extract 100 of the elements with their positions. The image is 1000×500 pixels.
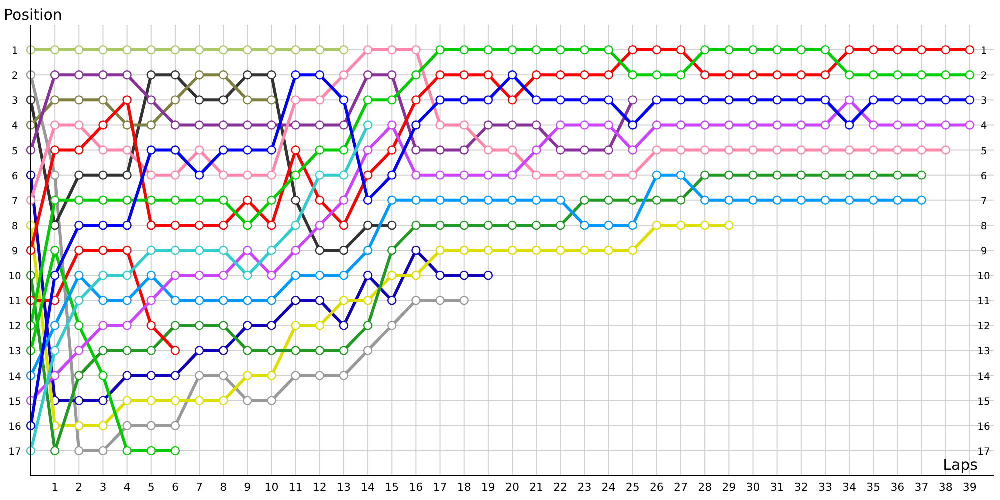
point — [243, 270, 252, 280]
point — [965, 120, 975, 130]
point — [724, 146, 734, 155]
point — [556, 70, 566, 80]
point — [580, 70, 590, 80]
point — [315, 270, 324, 280]
point — [532, 170, 542, 180]
point — [194, 146, 204, 155]
y-tick-label: 15 — [8, 396, 22, 408]
point — [941, 96, 950, 105]
point — [772, 45, 782, 55]
point — [50, 446, 60, 456]
point — [170, 371, 180, 380]
point — [484, 170, 494, 180]
point — [869, 146, 878, 155]
point — [267, 321, 276, 330]
x-tick-label: 23 — [578, 481, 592, 494]
point — [796, 120, 806, 130]
point — [243, 146, 252, 155]
point — [412, 120, 421, 130]
point — [460, 70, 469, 80]
point — [796, 45, 806, 55]
point — [74, 120, 84, 130]
point — [219, 96, 228, 105]
point — [122, 246, 132, 256]
point — [146, 45, 156, 55]
x-tick-label: 8 — [220, 481, 228, 494]
point — [460, 96, 469, 105]
point — [291, 270, 300, 280]
point — [219, 270, 228, 280]
y-tick-label: 7 — [12, 196, 18, 208]
y-tick-label: 13 — [8, 346, 22, 358]
point — [50, 70, 60, 80]
point — [917, 170, 926, 180]
point — [460, 220, 469, 230]
y2-tick-label: 6 — [980, 171, 988, 182]
point — [170, 45, 180, 55]
x-tick-label: 16 — [409, 481, 424, 494]
point — [339, 45, 349, 55]
x-tick-label: 5 — [148, 481, 155, 494]
point — [676, 96, 686, 105]
point — [74, 296, 84, 306]
point — [243, 196, 252, 205]
point — [556, 146, 566, 155]
point — [700, 170, 710, 180]
point — [676, 146, 686, 155]
point — [484, 146, 494, 155]
point — [676, 170, 686, 180]
x-tick-label: 4 — [124, 481, 131, 494]
x-tick-label: 9 — [244, 481, 252, 494]
point — [580, 120, 590, 130]
point — [122, 421, 132, 430]
x-tick-label: 3 — [100, 481, 107, 494]
x-tick-label: 21 — [530, 481, 544, 494]
point — [50, 371, 60, 380]
point — [363, 220, 373, 230]
point — [604, 70, 614, 80]
point — [315, 346, 324, 356]
point — [122, 96, 132, 105]
point — [243, 396, 252, 406]
point — [122, 371, 132, 380]
point — [146, 346, 156, 356]
x-tick-label: 28 — [698, 481, 712, 494]
point — [291, 246, 300, 256]
point — [388, 70, 397, 80]
point — [724, 70, 734, 80]
point — [676, 70, 686, 80]
point — [50, 270, 60, 280]
point — [917, 120, 926, 130]
point — [820, 196, 830, 205]
y2-tick-label: 16 — [978, 422, 990, 433]
point — [122, 296, 132, 306]
y2-tick-label: 4 — [980, 121, 988, 132]
point — [844, 70, 854, 80]
point — [388, 220, 397, 230]
point — [98, 446, 108, 456]
point — [412, 70, 421, 80]
point — [363, 196, 373, 205]
point — [122, 170, 132, 180]
x-tick-label: 31 — [770, 481, 784, 494]
point — [436, 45, 445, 55]
point — [604, 196, 614, 205]
point — [796, 96, 806, 105]
point — [604, 120, 614, 130]
point — [436, 296, 445, 306]
point — [436, 170, 445, 180]
point — [219, 346, 228, 356]
point — [628, 196, 638, 205]
point — [74, 146, 84, 155]
x-tick-label: 15 — [385, 481, 400, 494]
point — [170, 396, 180, 406]
point — [194, 396, 204, 406]
point — [388, 170, 397, 180]
point — [724, 196, 734, 205]
point — [339, 371, 349, 380]
y-tick-label: 14 — [8, 372, 22, 383]
point — [146, 246, 156, 256]
point — [652, 70, 662, 80]
point — [170, 120, 180, 130]
point — [194, 70, 204, 80]
